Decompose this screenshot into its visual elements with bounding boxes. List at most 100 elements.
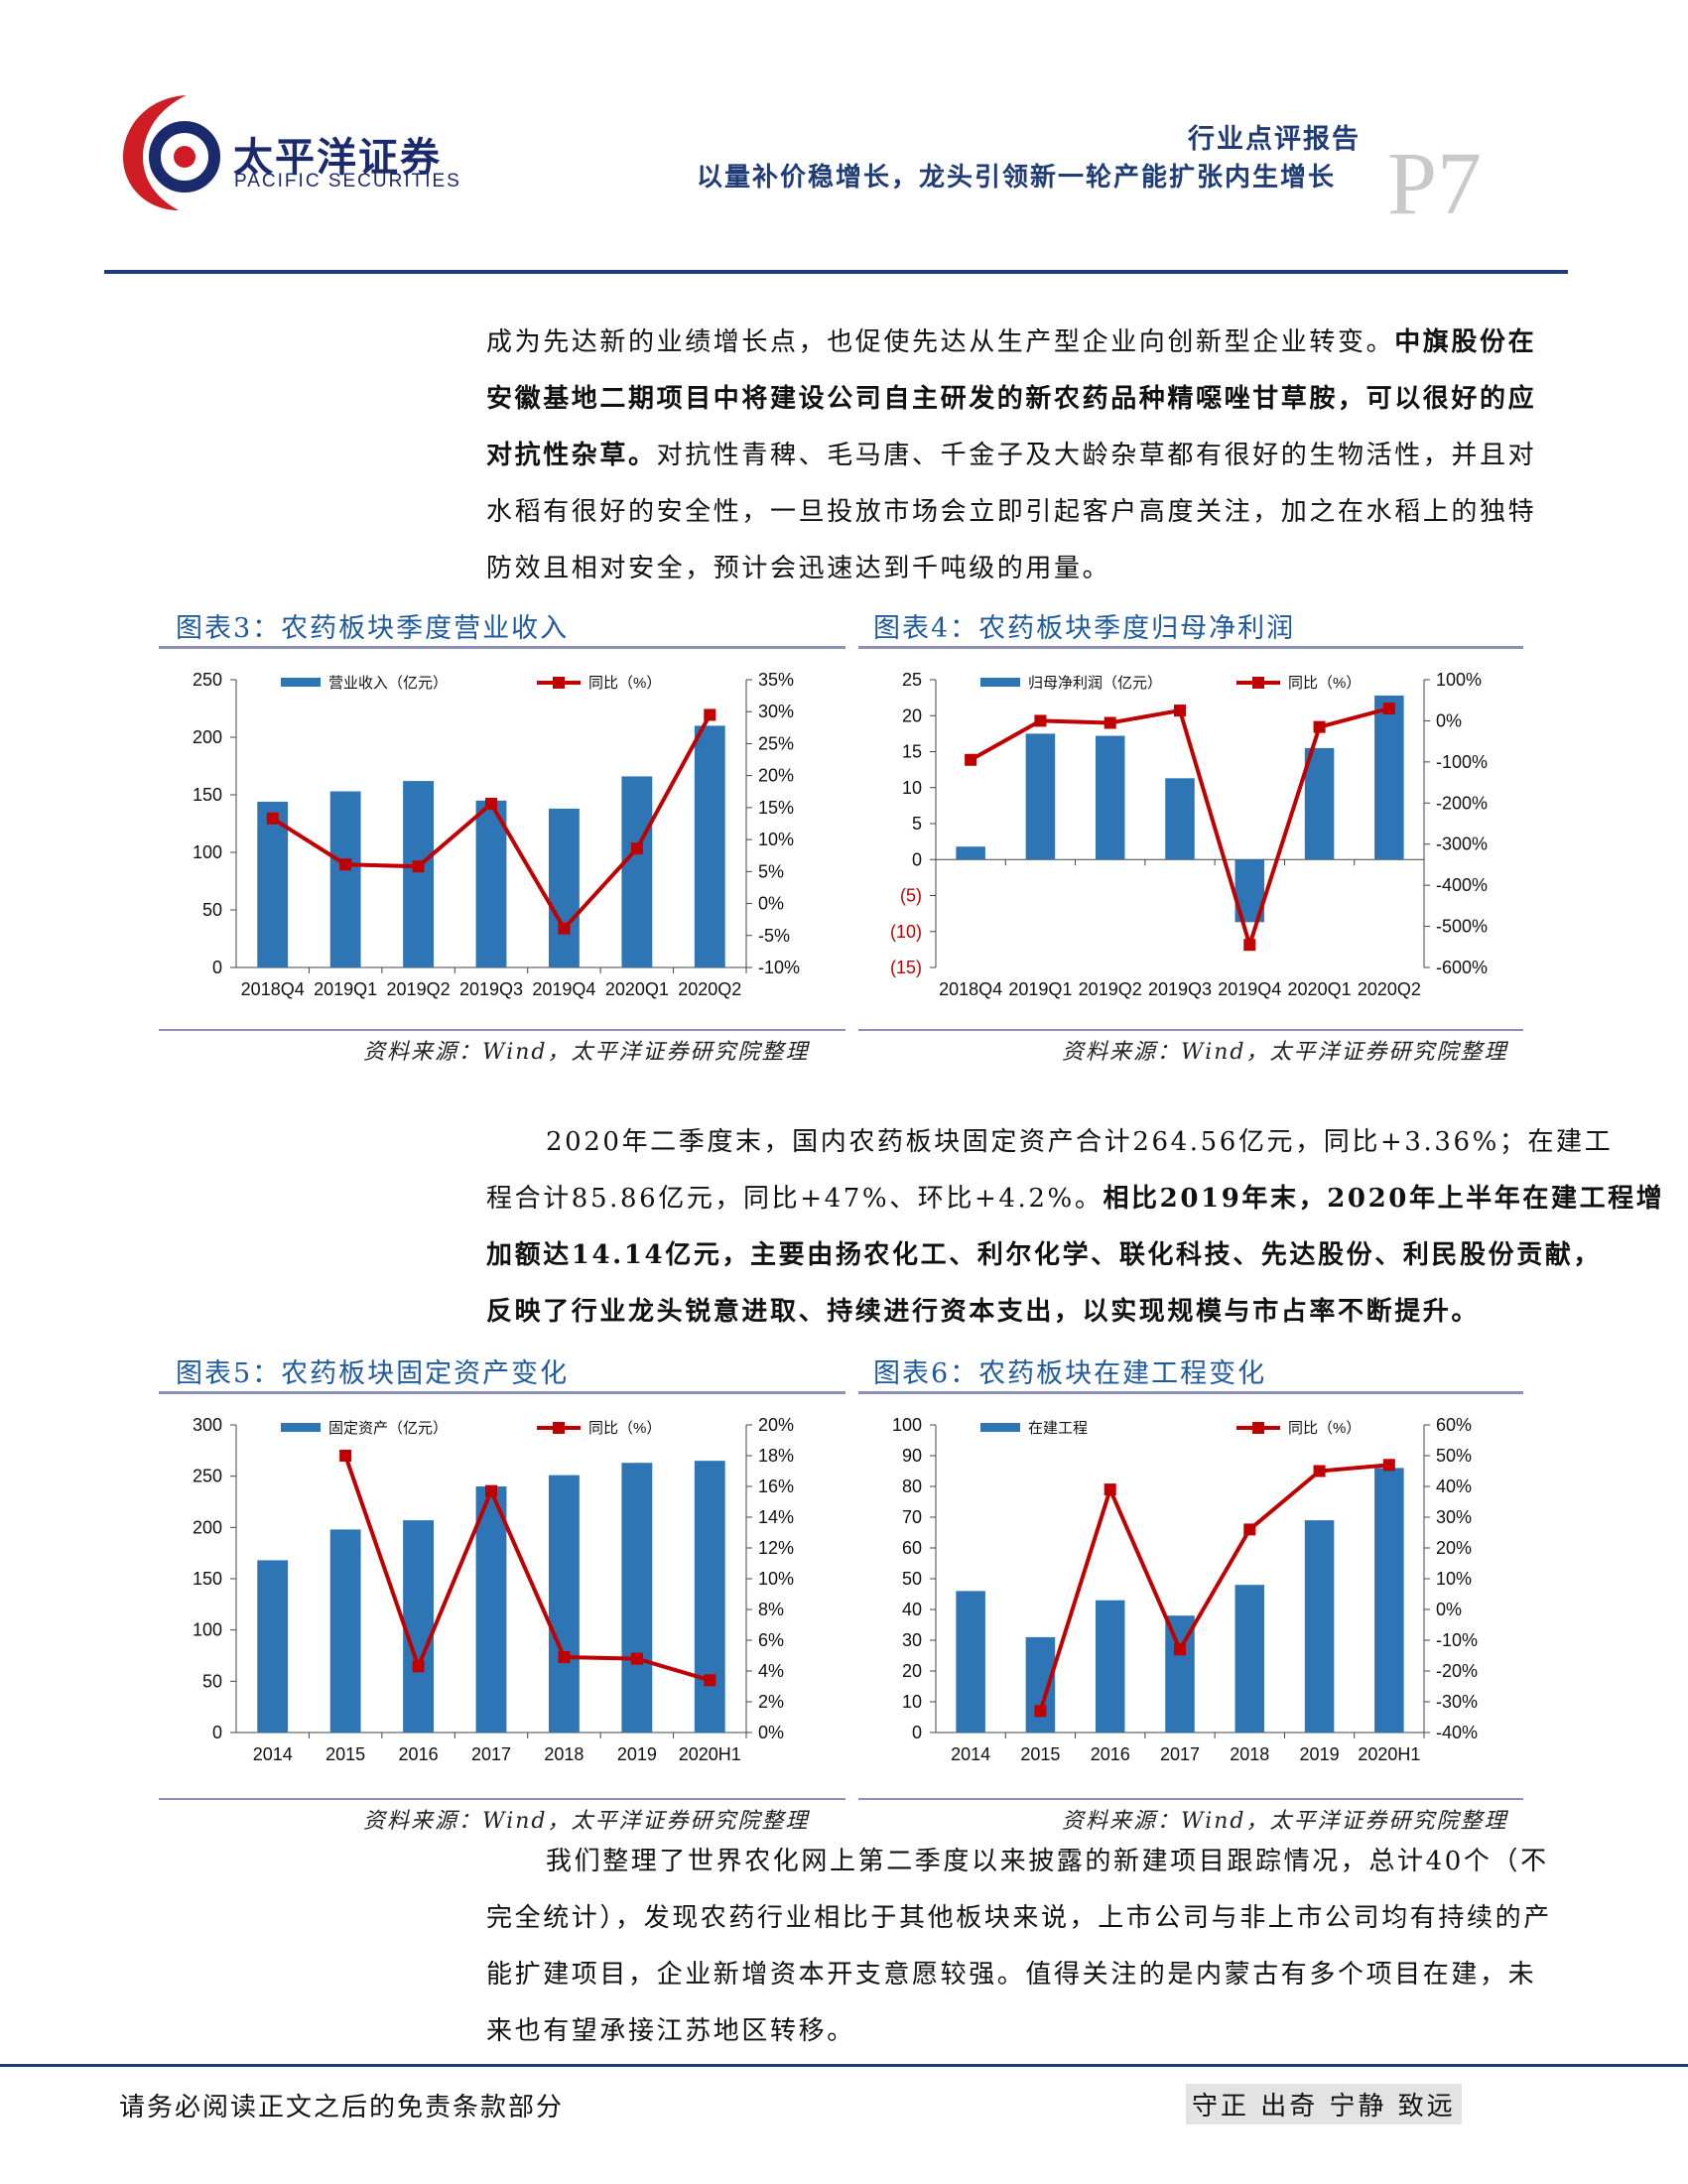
figure-5-source-rule (159, 1798, 845, 1800)
page-number: P7 (1387, 135, 1483, 233)
text-run: 我们整理了世界农化网上第二季度以来披露的新建项目跟踪情况，总计40个（不 (546, 1847, 1549, 1876)
x-tick-label: 2014 (253, 1744, 293, 1764)
line-point-2020Q2 (1382, 703, 1395, 714)
y-tick-label-left: 100 (892, 1415, 922, 1435)
report-type: 行业点评报告 (1188, 124, 1361, 155)
y-tick-label-right: -300% (1436, 835, 1488, 854)
bar-2020Q2 (694, 725, 725, 967)
y-tick-label-right: 18% (758, 1446, 794, 1466)
legend-label-bar: 在建工程 (1028, 1420, 1088, 1437)
footer-disclaimer: 请务必阅读正文之后的免责条款部分 (119, 2093, 565, 2122)
text-run: 2020年二季度末，国内农药板块固定资产合计264.56亿元，同比+3.36%；… (546, 1127, 1614, 1157)
bar-2020Q1 (1304, 747, 1335, 860)
bar-2019Q1 (329, 791, 361, 967)
y-tick-label-right: 20% (1436, 1538, 1472, 1558)
bar-2019Q1 (1025, 733, 1056, 860)
figure-4-source: 资料来源：Wind，太平洋证券研究院整理 (1062, 1040, 1508, 1065)
text-run: 来也有望承接江苏地区转移。 (486, 2016, 855, 2046)
chart-figure-6: 0 10 20 30 40 50 60 70 80 90 100 -40% -30% -20% -10% 0%… (892, 1415, 1478, 1764)
bar-2018Q4 (956, 846, 985, 860)
legend-label-line: 同比（%） (1288, 1420, 1361, 1437)
y-tick-label-left: 250 (193, 670, 222, 690)
x-tick-label: 2020Q1 (605, 979, 669, 999)
line-point-2018Q4 (266, 812, 279, 825)
para-line: 反映了行业龙头锐意进取、持续进行资本支出，以实现规模与市占率不断提升。 (486, 1284, 1664, 1341)
legend-swatch-bar (281, 1423, 321, 1432)
x-tick-label: 2019 (617, 1744, 657, 1764)
pacific-securities-logo (123, 95, 220, 210)
bar-2018 (1234, 1585, 1265, 1733)
y-tick-label-left: (5) (900, 886, 922, 906)
paragraph-3: 我们整理了世界农化网上第二季度以来披露的新建项目跟踪情况，总计40个（不 完全统… (486, 1834, 1552, 2060)
text-run-bold: 对抗性杂草。 (486, 441, 657, 470)
footer-motto: 守正 出奇 宁静 致远 (1186, 2084, 1462, 2124)
para-line: 来也有望承接江苏地区转移。 (486, 2003, 1552, 2060)
header-divider (104, 270, 1568, 274)
para-line: 2020年二季度末，国内农药板块固定资产合计264.56亿元，同比+3.36%；… (486, 1114, 1664, 1171)
y-tick-label-right: -100% (1436, 752, 1488, 772)
y-tick-label-right: 50% (1436, 1446, 1472, 1466)
x-tick-label: 2020Q2 (1358, 979, 1421, 999)
legend-swatch-marker (1252, 677, 1264, 689)
figure-4-caption-rule (858, 646, 1523, 649)
y-tick-label-right: 100% (1436, 670, 1482, 690)
bar-2019Q4 (549, 808, 580, 967)
x-tick-label: 2017 (471, 1744, 511, 1764)
y-tick-label-right: 30% (1436, 1507, 1472, 1527)
bar-2019Q3 (475, 800, 507, 967)
text-run: 完全统计），发现农药行业相比于其他板块来说，上市公司与非上市公司均有持续的产 (486, 1903, 1552, 1933)
y-tick-label-right: -5% (758, 926, 790, 946)
x-tick-label: 2020Q1 (1288, 979, 1352, 999)
figure-6-caption-rule (858, 1391, 1523, 1394)
legend-label-bar: 固定资产（亿元） (328, 1420, 448, 1437)
line-point-2019 (1313, 1465, 1326, 1477)
x-tick-label: 2020H1 (1358, 1744, 1420, 1764)
chart-figure-5: 0 50 100 150 200 250 300 0% 2% 4% 6% 8% 10% 12% 14% 16%… (193, 1415, 794, 1764)
y-tick-label-right: -30% (1436, 1692, 1478, 1712)
text-run: 对抗性青稗、毛马唐、千金子及大龄杂草都有很好的生物活性，并且对 (656, 441, 1537, 470)
para-line: 对抗性杂草。对抗性青稗、毛马唐、千金子及大龄杂草都有很好的生物活性，并且对 (486, 428, 1536, 484)
line-point-2018Q4 (965, 753, 977, 766)
para-line: 水稻有很好的安全性，一旦投放市场会立即引起客户高度关注，加之在水稻上的独特 (486, 484, 1536, 541)
text-run-bold: 相比2019年末，2020年上半年在建工程增 (1103, 1184, 1665, 1214)
figure-4-source-rule (858, 1029, 1523, 1031)
y-tick-label-right: -500% (1436, 917, 1488, 937)
legend-swatch-bar (980, 1423, 1020, 1432)
y-tick-label-right: 5% (758, 861, 784, 881)
legend-swatch-bar (980, 678, 1020, 687)
text-run: 成为先达新的业绩增长点，也促使先达从生产型企业向创新型企业转变。 (486, 327, 1395, 357)
legend-label-bar: 归母净利润（亿元） (1028, 675, 1162, 692)
report-header: 太平洋证券 PACIFIC SECURITIES 行业点评报告 以量补价稳增长，… (0, 0, 1688, 278)
y-tick-label-left: 60 (902, 1538, 922, 1558)
legend-label-line: 同比（%） (588, 675, 661, 692)
bar-2018 (549, 1475, 580, 1733)
text-run: 能扩建项目，企业新增资本开支意愿较强。值得关注的是内蒙古有多个项目在建，未 (486, 1960, 1537, 1990)
line-series-yoy (343, 1455, 711, 1683)
x-tick-label: 2015 (325, 1744, 365, 1764)
bar-2014 (956, 1591, 985, 1733)
line-point-2019Q3 (485, 798, 497, 811)
y-tick-label-left: 20 (902, 1661, 922, 1681)
line-point-2020Q1 (1313, 720, 1326, 733)
line-point-2020H1 (704, 1674, 716, 1687)
y-tick-label-right: -20% (1436, 1661, 1478, 1681)
line-point-2017 (1174, 1643, 1186, 1656)
y-tick-label-right: 2% (758, 1692, 784, 1712)
y-tick-label-left: 0 (212, 958, 222, 977)
text-run-bold: 中旗股份在 (1394, 327, 1537, 357)
y-tick-label-left: 100 (193, 842, 222, 862)
line-point-2020Q1 (630, 842, 643, 855)
y-tick-label-left: 90 (902, 1446, 922, 1466)
bar-2019 (1304, 1520, 1335, 1733)
line-point-2018 (1243, 1523, 1256, 1536)
y-tick-label-left: 50 (902, 1569, 922, 1589)
y-tick-label-left: 100 (193, 1620, 222, 1640)
para-line: 成为先达新的业绩增长点，也促使先达从生产型企业向创新型企业转变。中旗股份在 (486, 315, 1536, 371)
x-tick-label: 2016 (1091, 1744, 1130, 1764)
bar-2017 (475, 1486, 507, 1733)
y-tick-label-left: (10) (890, 922, 922, 942)
y-tick-label-right: 0% (758, 894, 784, 914)
y-tick-label-left: 0 (212, 1723, 222, 1742)
bar-2020Q1 (621, 776, 653, 967)
y-tick-label-right: 10% (758, 830, 794, 849)
